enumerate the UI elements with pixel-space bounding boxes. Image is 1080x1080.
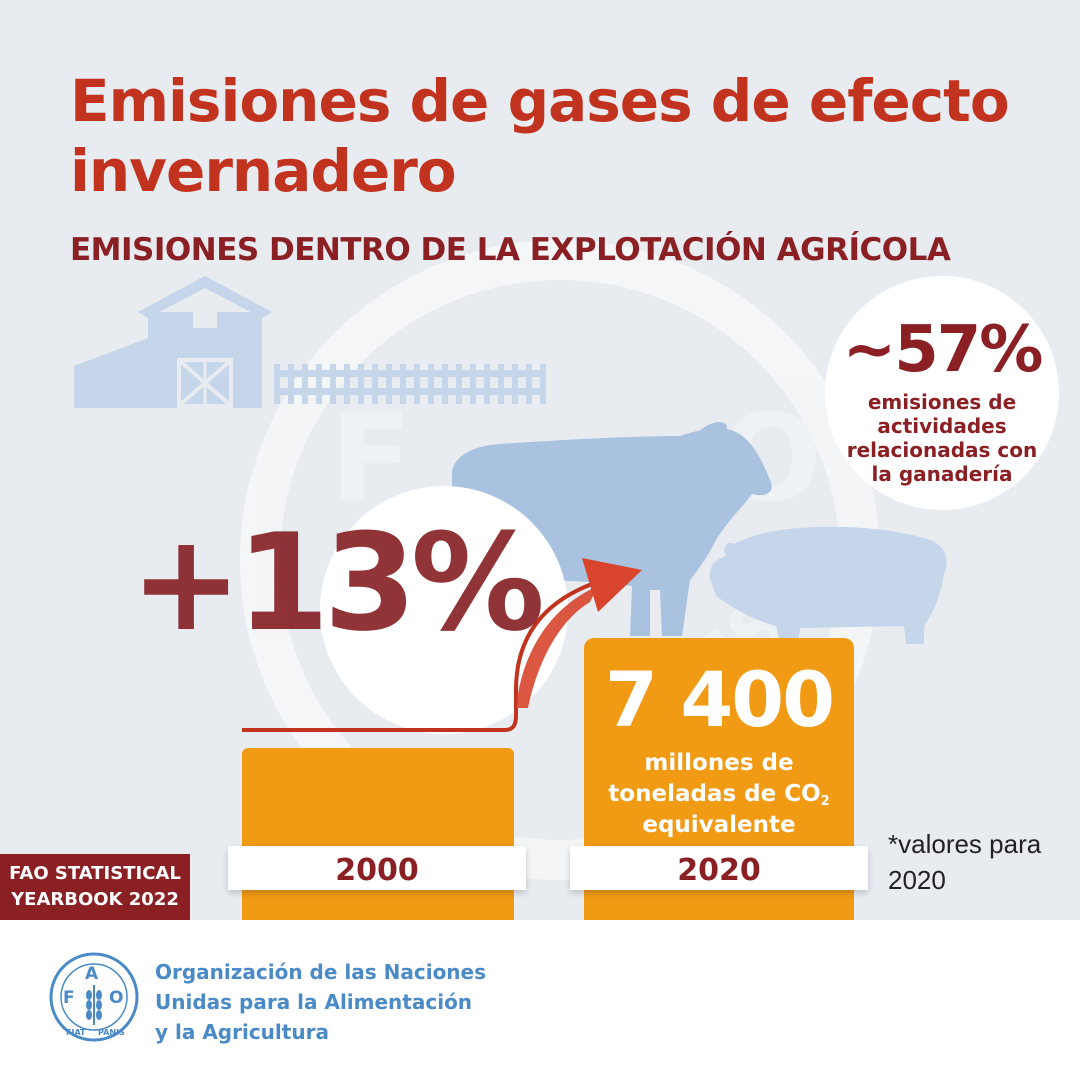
organization-line3: y la Agricultura — [155, 1020, 329, 1044]
emissions-unit-line2: toneladas de CO — [608, 781, 821, 807]
svg-text:O: O — [109, 988, 123, 1008]
svg-text:FIAT: FIAT — [66, 1028, 86, 1037]
cow-icon — [451, 422, 772, 636]
svg-text:PANIS: PANIS — [98, 1028, 125, 1037]
page-subtitle: EMISIONES DENTRO DE LA EXPLOTACIÓN AGRÍC… — [70, 232, 951, 268]
bar-2000 — [242, 748, 514, 920]
year-label-2000: 2000 — [228, 846, 526, 890]
emissions-unit-line3: equivalente — [642, 812, 796, 838]
footer — [0, 920, 1080, 1080]
publication-tag-line1: FAO STATISTICAL — [9, 863, 181, 884]
pig-icon — [709, 526, 947, 644]
publication-tag-line2: YEARBOOK 2022 — [11, 889, 179, 910]
organization-line2: Unidas para la Alimentación — [155, 990, 473, 1014]
growth-value: +13% — [130, 505, 545, 661]
svg-text:F: F — [63, 988, 75, 1008]
organization-name: Organización de las Naciones Unidas para… — [155, 957, 486, 1047]
emissions-unit: millones de toneladas de CO2 equivalente — [584, 748, 854, 841]
year-label-2020: 2020 — [570, 846, 868, 890]
publication-tag: FAO STATISTICAL YEARBOOK 2022 — [0, 854, 190, 920]
infographic-panel: F O PANIS — [0, 0, 1080, 920]
emissions-value: 7 400 — [605, 655, 835, 744]
fao-logo-icon: F A O FIAT PANIS — [49, 952, 139, 1042]
footnote: *valores para 2020 — [888, 829, 1042, 895]
livestock-share-text: emisiones de actividades relacionadas co… — [846, 390, 1038, 486]
livestock-share-bubble: ~57% emisiones de actividades relacionad… — [825, 276, 1059, 510]
fence-icon — [274, 364, 546, 404]
co2-subscript: 2 — [820, 794, 830, 809]
emissions-unit-line1: millones de — [644, 750, 794, 776]
barn-icon — [74, 276, 272, 408]
growth-arrow-icon — [242, 558, 642, 732]
organization-line1: Organización de las Naciones — [155, 960, 487, 984]
svg-text:A: A — [85, 964, 99, 984]
livestock-share-value: ~57% — [842, 313, 1044, 387]
page-title: Emisiones de gases de efecto invernadero — [70, 67, 1010, 205]
